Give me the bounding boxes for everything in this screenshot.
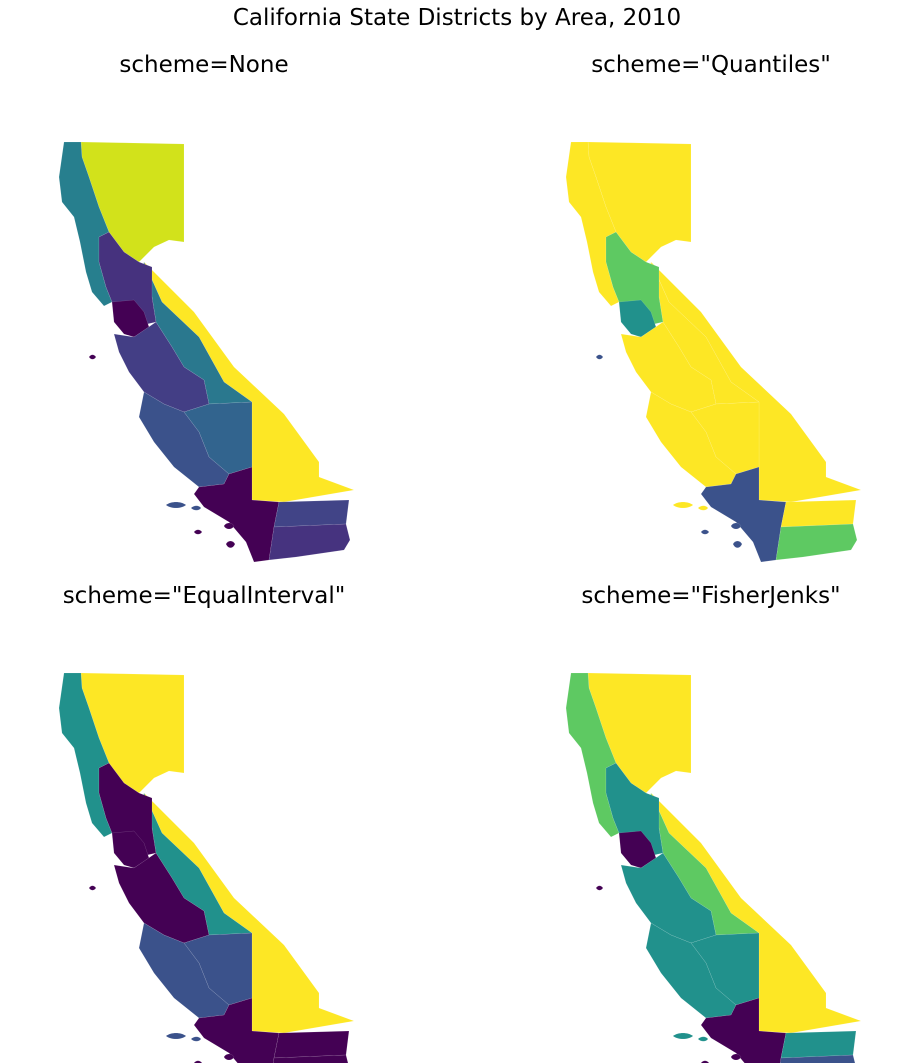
channel-islands bbox=[165, 501, 187, 509]
island bbox=[730, 1053, 742, 1061]
panel-title: scheme="FisherJenks" bbox=[581, 583, 841, 609]
channel-islands bbox=[190, 1036, 202, 1042]
island bbox=[700, 529, 710, 535]
district-los-angeles bbox=[193, 997, 280, 1063]
island bbox=[700, 1060, 710, 1063]
map-panel-none: scheme=None bbox=[34, 52, 374, 563]
district-southeast bbox=[780, 499, 857, 528]
district-imperial bbox=[273, 1054, 349, 1063]
district-los-angeles bbox=[700, 997, 787, 1063]
panel-title: scheme="EqualInterval" bbox=[62, 583, 346, 609]
island bbox=[595, 354, 604, 360]
map-panel-equalinterval: scheme="EqualInterval" bbox=[34, 583, 374, 1063]
district-imperial bbox=[775, 523, 858, 561]
district-east bbox=[143, 261, 355, 503]
island bbox=[732, 540, 743, 548]
island bbox=[223, 1053, 235, 1061]
channel-islands bbox=[697, 505, 709, 511]
island bbox=[595, 885, 604, 891]
island bbox=[225, 540, 236, 548]
district-layer bbox=[565, 141, 862, 563]
island bbox=[88, 354, 97, 360]
island bbox=[193, 529, 203, 535]
island bbox=[223, 522, 235, 530]
channel-islands bbox=[165, 1032, 187, 1040]
district-southeast bbox=[273, 499, 350, 528]
channel-islands bbox=[672, 501, 694, 509]
california-map bbox=[565, 672, 862, 1063]
district-east bbox=[650, 261, 862, 503]
channel-islands bbox=[672, 1032, 694, 1040]
channel-islands bbox=[190, 505, 202, 511]
island bbox=[88, 885, 97, 891]
map-panel-fisherjenks: scheme="FisherJenks" bbox=[541, 583, 881, 1063]
district-layer bbox=[58, 672, 355, 1063]
district-imperial bbox=[780, 1054, 856, 1063]
channel-islands bbox=[697, 1036, 709, 1042]
district-east bbox=[143, 792, 355, 1034]
california-map bbox=[58, 141, 355, 563]
island bbox=[730, 522, 742, 530]
panel-title: scheme=None bbox=[119, 52, 289, 78]
district-imperial bbox=[268, 523, 351, 561]
figure-title: California State Districts by Area, 2010 bbox=[232, 5, 682, 31]
panel-title: scheme="Quantiles" bbox=[591, 52, 831, 78]
island bbox=[193, 1060, 203, 1063]
california-map bbox=[58, 672, 355, 1063]
district-layer bbox=[565, 672, 862, 1063]
district-southeast bbox=[780, 1030, 857, 1059]
district-southeast bbox=[273, 1030, 350, 1059]
district-east bbox=[650, 792, 862, 1034]
district-layer bbox=[58, 141, 355, 563]
california-map bbox=[565, 141, 862, 563]
map-panel-quantiles: scheme="Quantiles" bbox=[541, 52, 881, 563]
